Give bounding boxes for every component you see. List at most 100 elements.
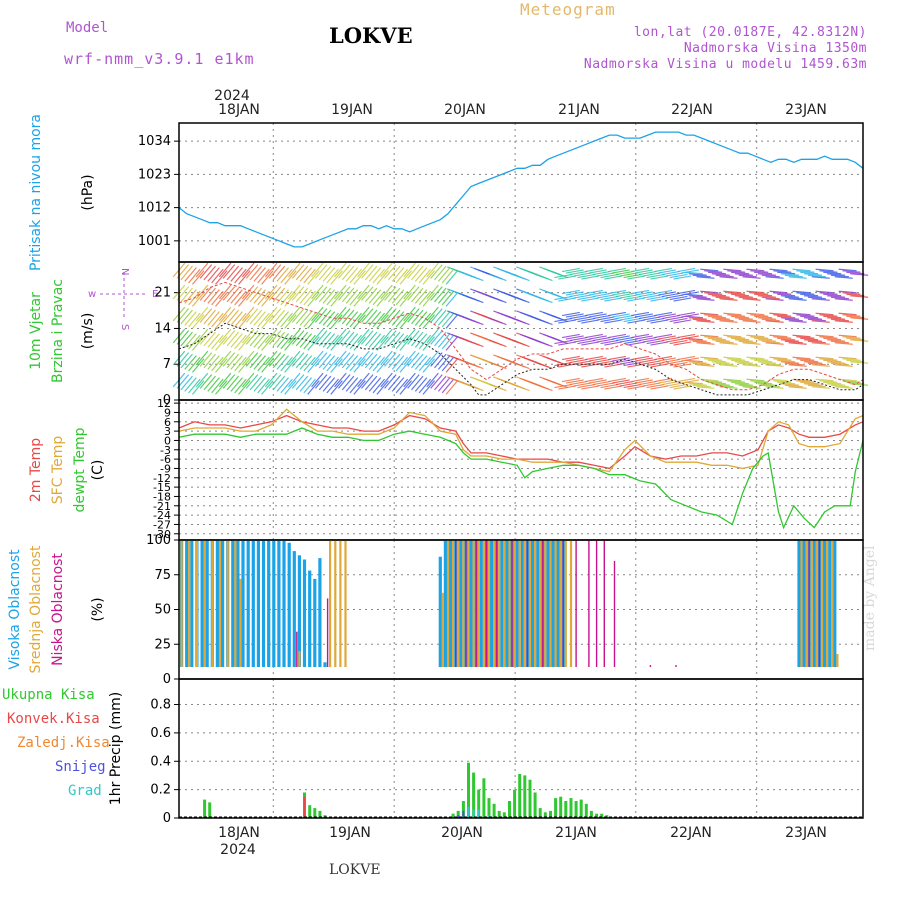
wind-barb	[512, 383, 530, 392]
y-tick-label: -9	[160, 462, 171, 475]
wind-barb	[604, 275, 623, 280]
wind-barb	[195, 306, 209, 322]
bar	[467, 762, 470, 818]
wind-barb	[426, 372, 439, 388]
wind-barb	[773, 380, 792, 383]
wind-barb	[819, 270, 838, 273]
wind-barb	[754, 359, 773, 363]
legend-item: Konvek.Kisa	[7, 711, 100, 727]
bar	[513, 789, 517, 818]
wind-barb	[314, 308, 328, 323]
wind-barb	[665, 272, 684, 277]
bar	[479, 540, 483, 667]
wind-barb	[800, 293, 819, 297]
wind-barb	[395, 312, 409, 328]
wind-barb	[434, 331, 447, 347]
wind-barb	[558, 275, 577, 280]
wind-barb	[592, 336, 611, 342]
y-tick-label: -30	[153, 528, 171, 541]
wind-barb	[384, 374, 397, 389]
wind-barb	[815, 290, 834, 294]
wind-barb	[230, 311, 243, 326]
wind-barb	[253, 311, 266, 326]
wind-barb	[234, 356, 247, 372]
wind-barb	[608, 355, 627, 361]
wind-barb	[646, 317, 665, 323]
wind-barb	[823, 271, 842, 275]
wind-barb	[280, 378, 293, 394]
bar	[818, 540, 821, 667]
wind-barb	[811, 386, 830, 389]
wind-barb	[357, 372, 370, 388]
wind-barb	[654, 311, 673, 317]
wind-barb	[368, 289, 382, 304]
wind-barb	[384, 352, 397, 367]
wind-barb	[334, 372, 347, 388]
wind-barb	[407, 330, 420, 345]
wind-barb	[673, 385, 692, 390]
wind-barb	[249, 375, 263, 391]
bar	[543, 812, 547, 818]
wind-barb	[619, 360, 638, 365]
wind-barb	[399, 380, 412, 395]
wind-barb	[780, 361, 800, 364]
wind-barb	[650, 297, 669, 302]
bar	[308, 570, 312, 667]
wind-barb	[846, 293, 865, 297]
wind-barb	[838, 268, 857, 272]
wind-barb	[268, 352, 282, 367]
wind-barb	[318, 375, 332, 391]
wind-barb	[411, 331, 424, 347]
wind-barb	[704, 314, 723, 317]
wind-barb	[757, 361, 776, 364]
wind-barb	[391, 311, 405, 326]
wind-barb	[399, 314, 412, 329]
wind-barb	[769, 378, 788, 382]
wind-barb	[765, 386, 784, 389]
wind-barb	[692, 318, 711, 322]
wind-barb	[811, 298, 830, 301]
wind-barb	[850, 317, 869, 320]
wind-barb	[245, 374, 259, 389]
wind-barb	[750, 292, 769, 295]
bar	[282, 540, 286, 667]
wind-barb	[738, 362, 757, 366]
wind-barb	[368, 311, 382, 326]
wind-barb	[642, 272, 661, 277]
wind-barb	[834, 364, 853, 367]
bar	[539, 540, 542, 667]
wind-barb	[326, 356, 339, 372]
bar	[467, 806, 470, 818]
wind-barb	[341, 287, 355, 303]
wind-barb	[357, 350, 370, 366]
wind-barb	[646, 361, 665, 367]
wind-barb	[650, 319, 669, 324]
wind-barb	[585, 377, 603, 383]
wind-barb	[203, 309, 216, 325]
wind-barb	[466, 339, 484, 348]
bar	[462, 810, 465, 818]
y-tick-label: 0	[163, 672, 171, 687]
wind-barb	[414, 377, 428, 392]
bar	[559, 540, 562, 667]
wind-barb	[608, 377, 627, 383]
wind-barb	[299, 355, 313, 370]
legend-item: Ukupna Kisa	[2, 687, 95, 703]
wind-barb	[288, 306, 301, 322]
bar	[251, 540, 255, 667]
bar	[482, 540, 485, 667]
wind-barb	[780, 339, 800, 342]
wind-barb	[834, 320, 853, 323]
top-date-label: 23JAN	[785, 102, 827, 118]
wind-barb	[811, 276, 830, 279]
bar	[469, 540, 473, 667]
wind-barb	[565, 357, 584, 362]
wind-barb	[272, 309, 286, 325]
wind-barb	[295, 309, 309, 325]
wind-barb	[276, 311, 289, 326]
wind-barb	[665, 338, 684, 343]
bar	[489, 540, 494, 667]
wind-barb	[550, 380, 569, 389]
wind-barb	[827, 317, 846, 320]
